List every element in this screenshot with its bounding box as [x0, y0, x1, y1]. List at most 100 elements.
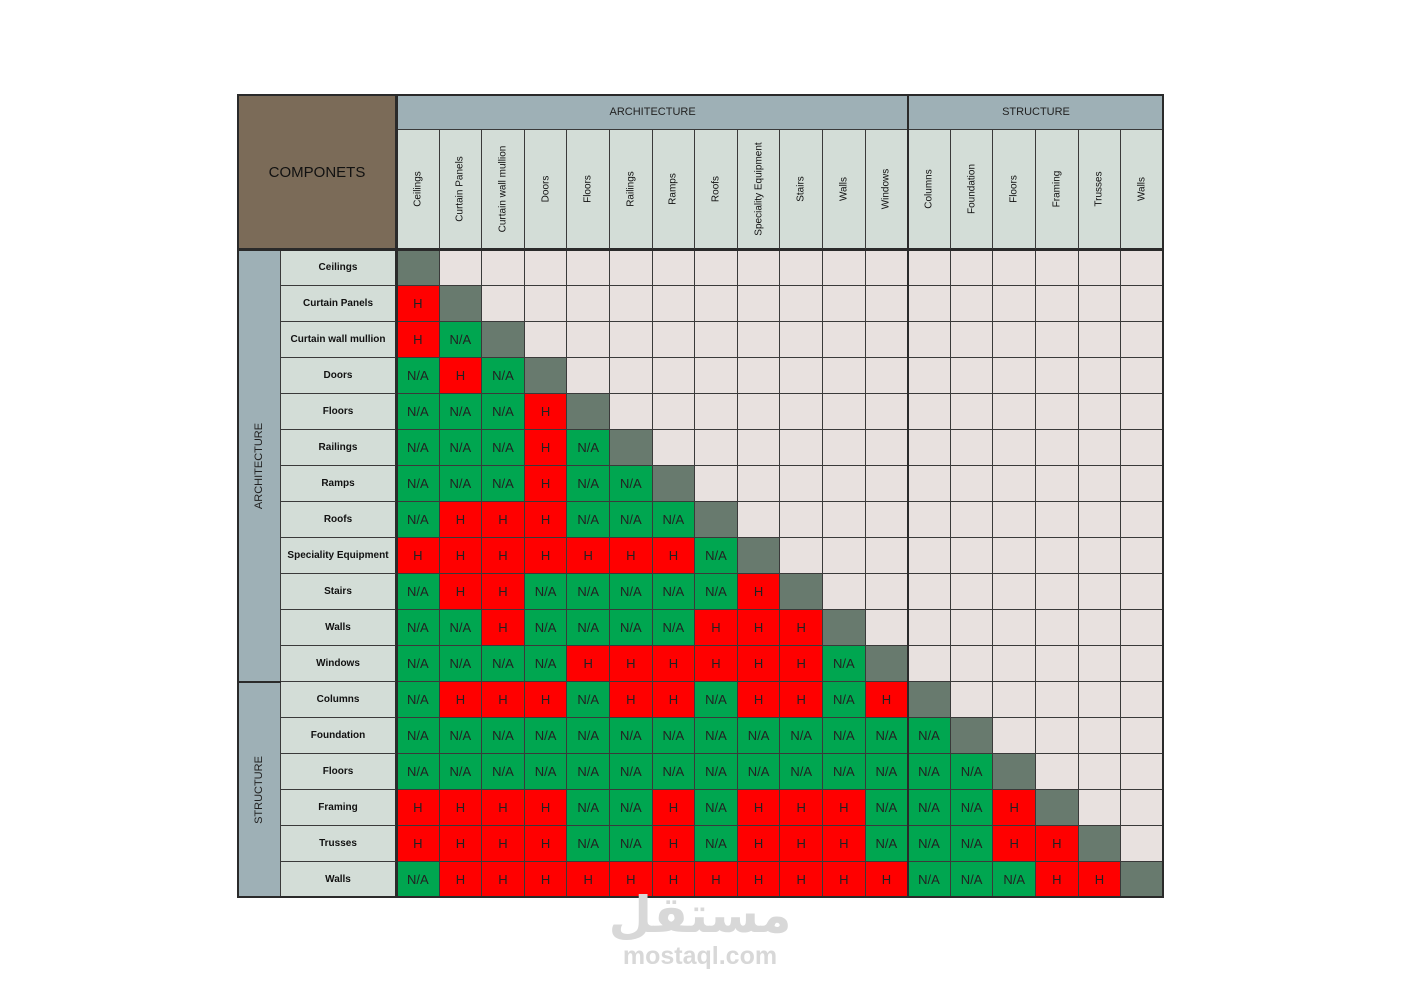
cell-value: N/A [832, 692, 855, 707]
cell-value: N/A [492, 368, 514, 383]
empty-cell [1036, 682, 1079, 718]
empty-cell [865, 574, 909, 610]
clash-cell-na: N/A [439, 394, 483, 430]
clash-cell-na: N/A [908, 862, 951, 898]
diagonal-cell [1121, 862, 1164, 898]
empty-cell [993, 322, 1036, 358]
empty-cell [1078, 646, 1122, 682]
row-header-label: Roofs [323, 514, 353, 525]
cell-value: N/A [705, 548, 727, 563]
clash-cell-na: N/A [567, 430, 610, 466]
clash-cell-h: H [524, 862, 568, 898]
empty-cell [737, 250, 781, 286]
clash-cell-h: H [439, 790, 483, 826]
empty-cell [1121, 718, 1164, 754]
clash-cell-na: N/A [865, 826, 909, 862]
empty-cell [610, 358, 653, 394]
cell-value: N/A [492, 656, 514, 671]
cell-value: H [796, 656, 806, 671]
empty-cell [993, 718, 1036, 754]
cell-value: N/A [918, 728, 940, 743]
cell-value: N/A [619, 728, 642, 743]
cell-value: H [753, 800, 764, 815]
column-group-label: ARCHITECTURE [609, 106, 696, 118]
column-header: Railings [610, 130, 653, 250]
cell-value: H [753, 584, 764, 599]
empty-cell [908, 610, 951, 646]
empty-cell [950, 250, 994, 286]
empty-cell [908, 502, 951, 538]
clash-cell-na: N/A [397, 610, 440, 646]
column-header: Doors [524, 130, 568, 250]
clash-cell-na: N/A [737, 718, 781, 754]
cell-value: H [540, 692, 551, 707]
empty-cell [1078, 322, 1122, 358]
empty-cell [567, 358, 610, 394]
clash-cell-na: N/A [695, 718, 738, 754]
empty-cell [695, 322, 738, 358]
empty-cell [950, 322, 994, 358]
clash-cell-h: H [737, 826, 781, 862]
cell-value: H [455, 584, 466, 599]
cell-value: H [626, 656, 636, 671]
clash-cell-h: H [482, 790, 525, 826]
cell-value: N/A [449, 332, 472, 347]
empty-cell [1121, 430, 1164, 466]
column-header-label: Doors [540, 175, 552, 203]
row-header-label: Doors [323, 370, 353, 381]
diagonal-cell [780, 574, 823, 610]
clash-cell-h: H [524, 394, 568, 430]
cell-value: H [796, 800, 806, 815]
cell-value: N/A [875, 728, 898, 743]
cell-value: N/A [577, 800, 600, 815]
cell-value: N/A [705, 584, 727, 599]
empty-cell [865, 322, 909, 358]
column-header: Floors [567, 130, 610, 250]
row-group-header: STRUCTURE [237, 682, 281, 898]
cell-value: H [540, 512, 551, 527]
empty-cell [950, 682, 994, 718]
clash-cell-na: N/A [908, 718, 951, 754]
clash-cell-na: N/A [823, 754, 866, 790]
empty-cell [1121, 754, 1164, 790]
clash-cell-h: H [439, 538, 483, 574]
clash-cell-na: N/A [397, 862, 440, 898]
empty-cell [993, 394, 1036, 430]
cell-value: N/A [960, 800, 983, 815]
cell-value: N/A [406, 656, 429, 671]
column-header-label: Speciality Equipment [753, 142, 765, 236]
clash-cell-h: H [780, 646, 823, 682]
clash-cell-na: N/A [950, 754, 994, 790]
column-header-label: Walls [838, 176, 850, 202]
empty-cell [1121, 322, 1164, 358]
empty-cell [652, 322, 696, 358]
clash-cell-na: N/A [397, 718, 440, 754]
column-header-label: Ramps [667, 173, 679, 205]
clash-cell-h: H [439, 502, 483, 538]
empty-cell [993, 430, 1036, 466]
clash-cell-h: H [652, 826, 696, 862]
cell-value: N/A [534, 584, 557, 599]
clash-cell-na: N/A [482, 466, 525, 502]
column-header-label: Columns [923, 169, 935, 209]
cell-value: H [1052, 872, 1062, 887]
clash-cell-na: N/A [482, 394, 525, 430]
clash-cell-h: H [823, 790, 866, 826]
column-header-label: Stairs [795, 176, 807, 202]
empty-cell [1121, 538, 1164, 574]
row-group-header: ARCHITECTURE [237, 250, 281, 682]
cell-value: N/A [790, 728, 813, 743]
clash-cell-h: H [482, 862, 525, 898]
cell-value: N/A [406, 764, 429, 779]
cell-value: N/A [875, 764, 898, 779]
cell-value: H [455, 512, 466, 527]
diagonal-cell [695, 502, 738, 538]
empty-cell [1036, 322, 1079, 358]
clash-cell-na: N/A [908, 826, 951, 862]
cell-value: H [413, 836, 423, 851]
diagonal-cell [439, 286, 483, 322]
empty-cell [865, 286, 909, 322]
cell-value: N/A [492, 728, 514, 743]
empty-cell [695, 286, 738, 322]
clash-cell-na: N/A [567, 682, 610, 718]
